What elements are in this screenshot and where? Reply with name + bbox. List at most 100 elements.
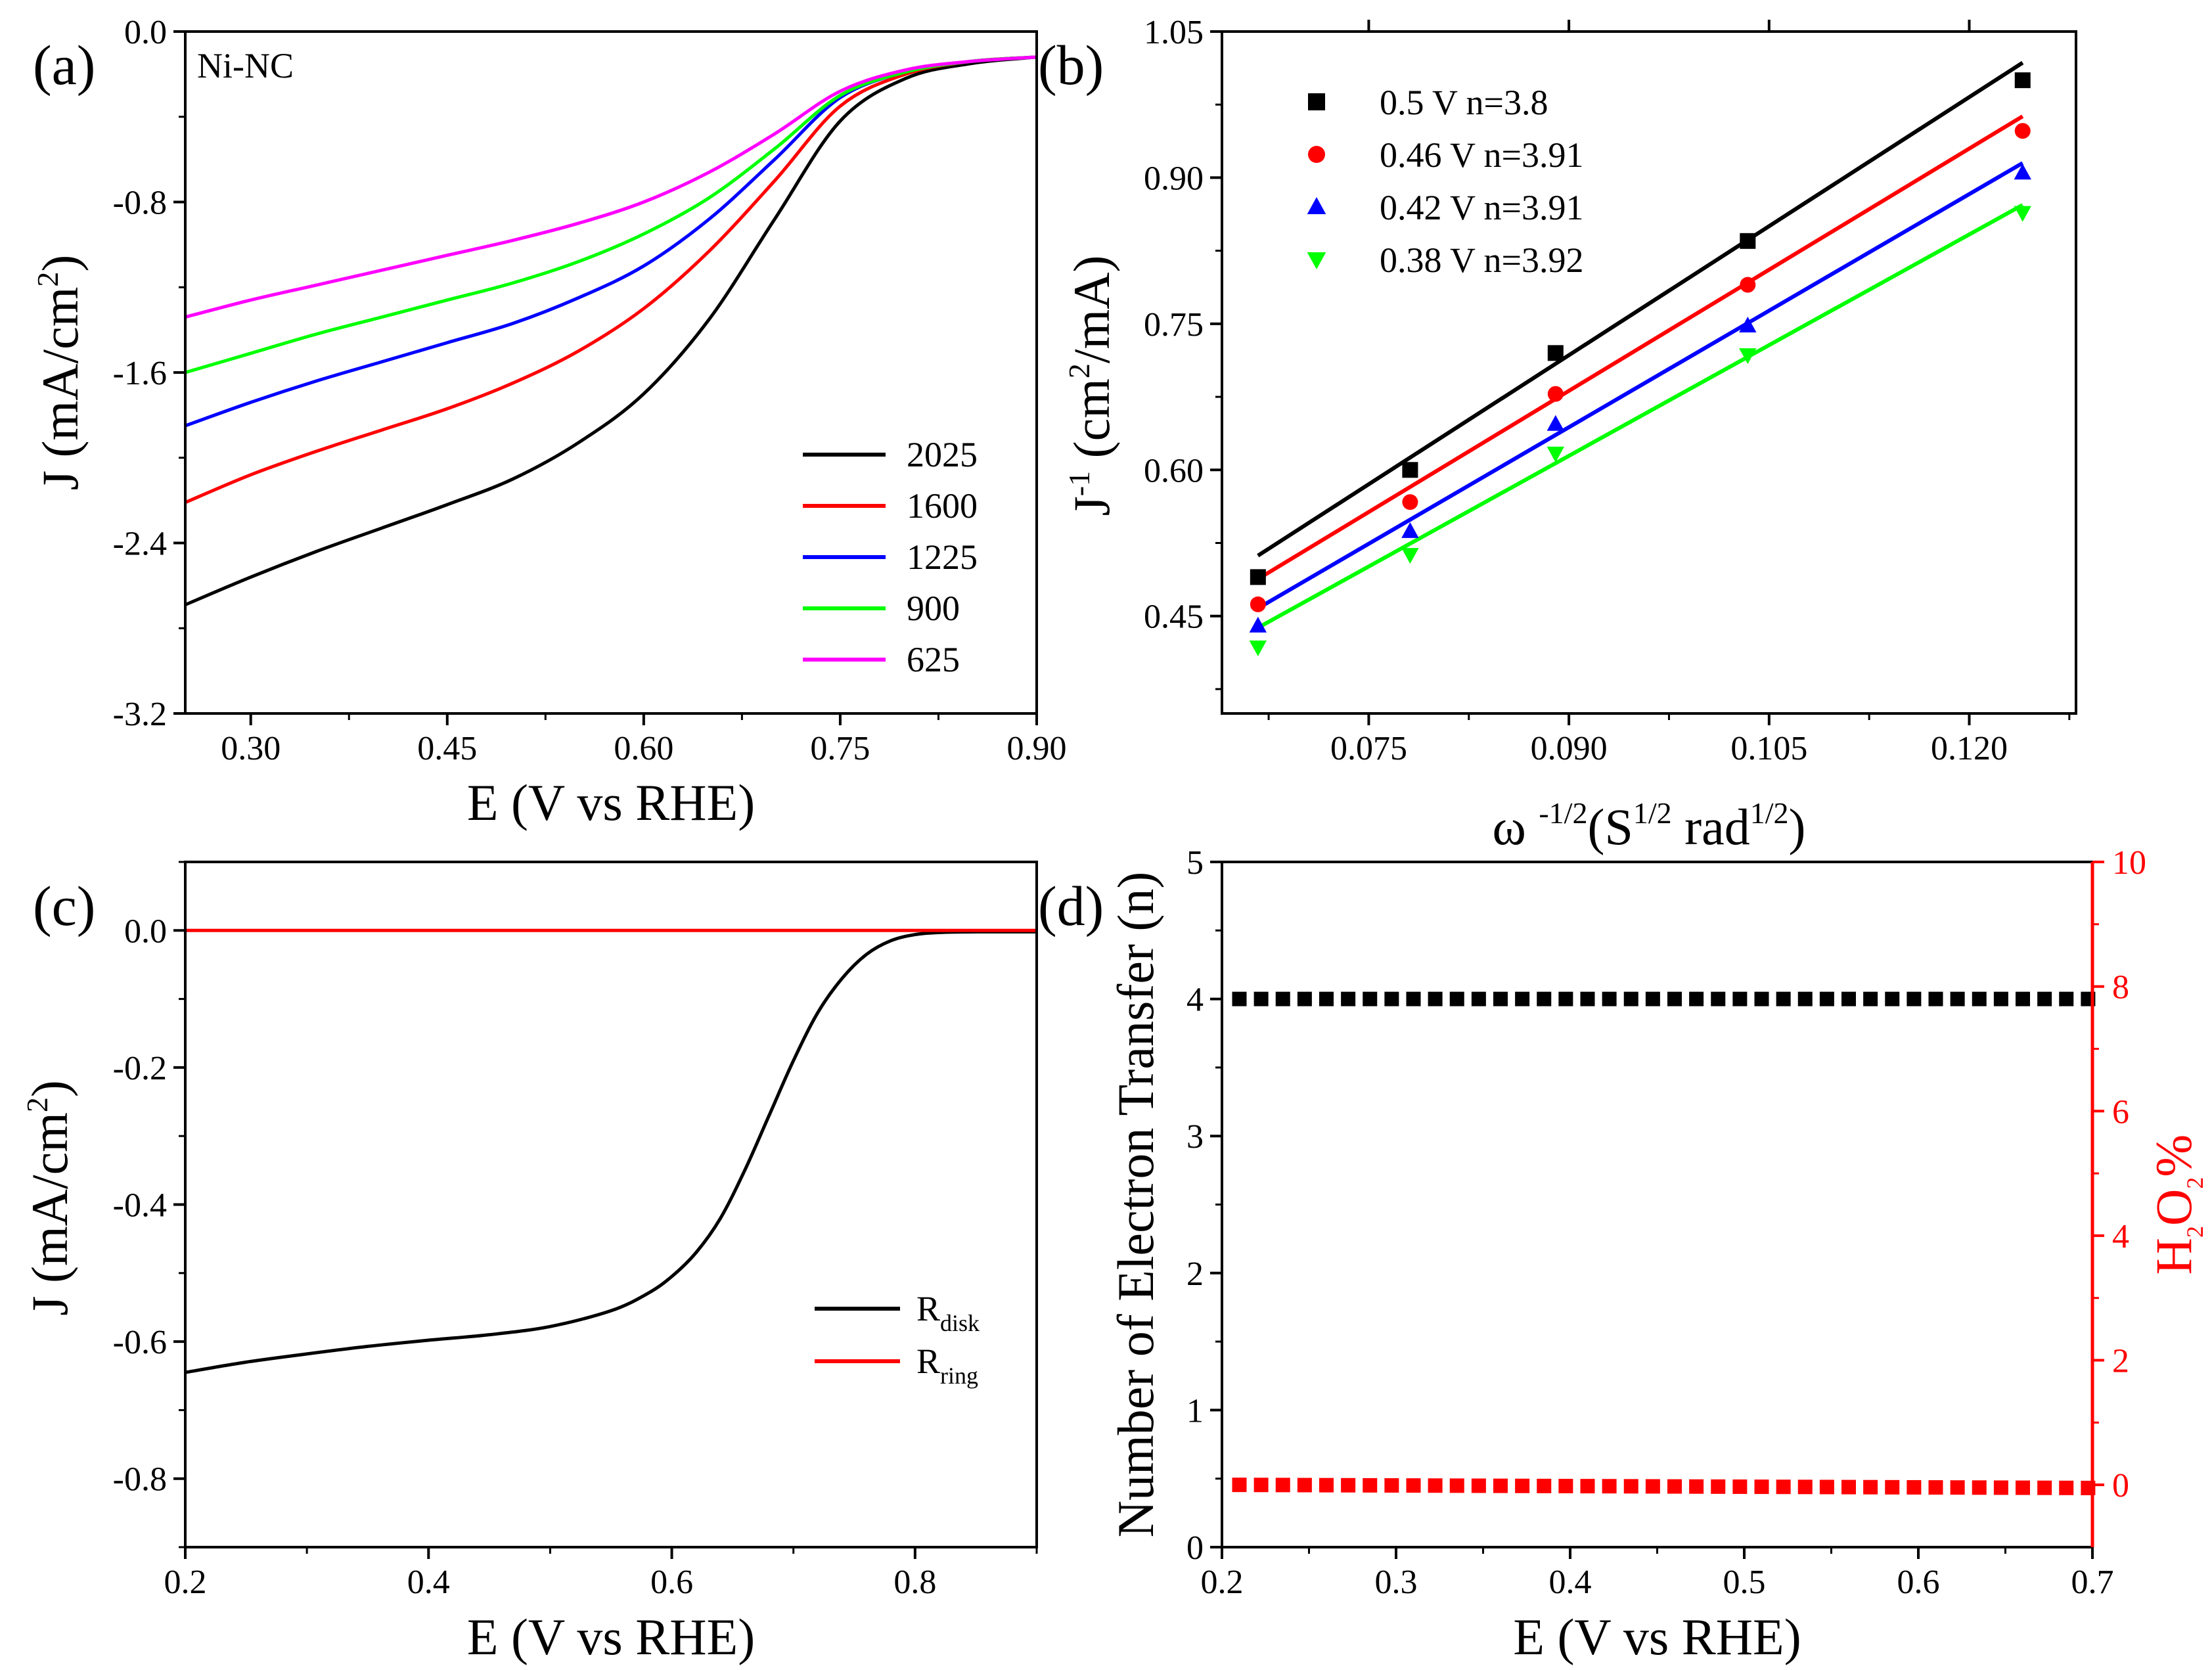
h2o2-point-9 bbox=[1428, 1478, 1443, 1493]
label-part: ) bbox=[32, 255, 89, 272]
n-point-9 bbox=[1428, 991, 1443, 1006]
x-tick-label: 0.75 bbox=[810, 730, 870, 767]
label-part: O bbox=[2145, 1189, 2202, 1226]
n-point-26 bbox=[1797, 991, 1813, 1006]
x-tick-label: 0.2 bbox=[164, 1564, 207, 1601]
y-tick-label: 1 bbox=[1186, 1392, 1204, 1430]
n-point-25 bbox=[1776, 991, 1791, 1006]
h2o2-point-32 bbox=[1928, 1480, 1943, 1495]
data-point-1-3 bbox=[1740, 277, 1756, 293]
h2o2-point-31 bbox=[1907, 1479, 1922, 1495]
n-point-32 bbox=[1928, 991, 1943, 1006]
h2o2-point-29 bbox=[1863, 1479, 1878, 1495]
x-tick-label: 0.4 bbox=[407, 1564, 450, 1601]
panel-label: (a) bbox=[33, 34, 95, 97]
x-axis-title: E (V vs RHE) bbox=[467, 774, 755, 831]
h2o2-point-27 bbox=[1819, 1479, 1834, 1495]
panel-a: 0.30 0.45 0.60 0.75 0.90 0.0 -0.8 -1.6 -2.4 -3.2 N… bbox=[31, 14, 1067, 831]
data-point-2-0 bbox=[1249, 616, 1267, 633]
n-point-1 bbox=[1253, 991, 1269, 1006]
y-tick-label: -0.8 bbox=[113, 1461, 167, 1499]
n-point-12 bbox=[1493, 991, 1508, 1006]
y-tick-label: 0.90 bbox=[1144, 160, 1204, 197]
y-right-tick-label: 6 bbox=[2112, 1093, 2129, 1131]
data-point-1-0 bbox=[1250, 596, 1266, 612]
h2o2-point-36 bbox=[2016, 1480, 2030, 1495]
n-point-35 bbox=[1993, 991, 2008, 1006]
data-point-3-0 bbox=[1249, 640, 1267, 656]
n-point-6 bbox=[1363, 991, 1378, 1006]
plot-frame bbox=[1221, 30, 2077, 715]
h2o2-point-35 bbox=[1993, 1480, 2008, 1495]
label-part: disk bbox=[940, 1310, 980, 1336]
y-right-tick-label: 0 bbox=[2112, 1467, 2129, 1504]
label-part: H bbox=[2145, 1238, 2202, 1275]
y-axis-title: J-1 (cm2/mA) bbox=[1062, 255, 1120, 516]
data-point-0-1 bbox=[1402, 462, 1418, 478]
data-point-2-2 bbox=[1546, 415, 1565, 431]
h2o2-point-38 bbox=[2059, 1480, 2074, 1495]
legend-label: 1225 bbox=[907, 537, 978, 577]
label-part: 2 bbox=[2182, 1226, 2208, 1238]
data-point-0-2 bbox=[1547, 345, 1564, 361]
n-point-38 bbox=[2059, 991, 2074, 1006]
n-point-2 bbox=[1275, 991, 1290, 1006]
y-axis-title: Number of Electron Transfer (n) bbox=[1107, 872, 1164, 1538]
h2o2-point-19 bbox=[1645, 1479, 1660, 1494]
x-tick-label: 0.5 bbox=[1723, 1564, 1766, 1601]
legend-marker bbox=[1308, 93, 1325, 110]
data-point-2-3 bbox=[1739, 317, 1757, 333]
h2o2-point-33 bbox=[1950, 1480, 1965, 1495]
data-point-1-1 bbox=[1402, 494, 1418, 510]
y-tick-label: 0.45 bbox=[1144, 598, 1204, 636]
label-part: 2 bbox=[20, 1097, 54, 1112]
x-tick-label: 0.90 bbox=[1007, 730, 1067, 767]
n-point-17 bbox=[1602, 991, 1617, 1006]
x-axis-title: E (V vs RHE) bbox=[467, 1608, 755, 1665]
data-point-0-3 bbox=[1740, 233, 1756, 249]
h2o2-point-26 bbox=[1797, 1479, 1813, 1495]
legend-label: 1600 bbox=[907, 486, 978, 526]
panel-c: 0.2 0.4 0.6 0.80.0-0.2-0.4-0.6-0.8RdiskRrin… bbox=[20, 861, 1038, 1665]
h2o2-point-18 bbox=[1623, 1479, 1638, 1494]
data-point-3-2 bbox=[1546, 446, 1565, 463]
h2o2-point-8 bbox=[1406, 1478, 1421, 1493]
y-right-tick-label: 2 bbox=[2112, 1343, 2129, 1380]
label-part: 1/2 bbox=[1633, 796, 1672, 830]
h2o2-point-13 bbox=[1515, 1478, 1530, 1493]
y-tick-label: 5 bbox=[1186, 844, 1204, 882]
n-point-20 bbox=[1667, 991, 1682, 1006]
data-point-2-4 bbox=[2014, 164, 2031, 180]
h2o2-point-16 bbox=[1580, 1479, 1595, 1494]
data-point-0-0 bbox=[1250, 569, 1266, 585]
legend-label: 0.42 V n=3.91 bbox=[1380, 188, 1584, 227]
label-part: ) bbox=[1789, 798, 1806, 855]
label-part: ring bbox=[940, 1363, 978, 1389]
n-point-31 bbox=[1907, 991, 1922, 1006]
legend-label: Rdisk bbox=[916, 1289, 980, 1336]
h2o2-point-5 bbox=[1341, 1478, 1356, 1493]
data-point-3-3 bbox=[1739, 348, 1757, 365]
y-tick-label: -0.2 bbox=[113, 1050, 167, 1087]
n-point-19 bbox=[1645, 991, 1660, 1006]
label-part: ω bbox=[1493, 798, 1539, 855]
y-tick-label: -0.6 bbox=[113, 1324, 167, 1361]
h2o2-point-15 bbox=[1558, 1479, 1573, 1494]
fit-line-1 bbox=[1257, 114, 2024, 581]
x-tick-label: 0.6 bbox=[650, 1564, 693, 1601]
label-part: -1/2 bbox=[1539, 796, 1587, 830]
legend-label: 2025 bbox=[907, 435, 978, 474]
x-tick-label: 0.090 bbox=[1531, 730, 1608, 767]
x-tick-label: 0.3 bbox=[1375, 1564, 1418, 1601]
data-point-1-4 bbox=[2014, 123, 2031, 139]
legend-marker bbox=[1307, 252, 1326, 269]
y-tick-label: 4 bbox=[1186, 982, 1204, 1019]
label-part: -1 bbox=[1062, 471, 1096, 496]
legend-marker bbox=[1308, 146, 1325, 163]
label-part: % bbox=[2145, 1135, 2202, 1177]
h2o2-point-22 bbox=[1711, 1479, 1726, 1494]
data-point-2-1 bbox=[1401, 522, 1419, 538]
n-point-0 bbox=[1232, 991, 1247, 1006]
legend-label: 0.38 V n=3.92 bbox=[1380, 240, 1584, 280]
h2o2-point-4 bbox=[1319, 1478, 1334, 1493]
